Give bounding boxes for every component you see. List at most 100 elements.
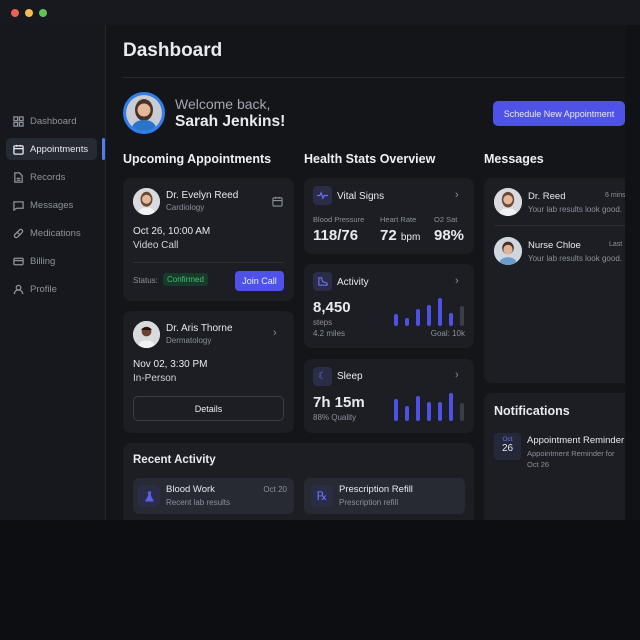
steps-value: 8,450 (313, 299, 351, 316)
activity-title: Blood Work (166, 484, 215, 495)
message-time: Last (609, 241, 623, 248)
user-avatar[interactable] (123, 92, 165, 134)
appointments-heading: Upcoming Appointments (123, 152, 272, 166)
pill-icon (13, 228, 24, 238)
document-icon (14, 171, 23, 183)
date-month: Oct (502, 436, 513, 443)
title-bar (0, 0, 640, 25)
join-call-button[interactable]: Join Call (235, 271, 284, 291)
rx-icon: ℞ (311, 485, 333, 507)
sidebar: Dashboard Appointments Records Messages … (0, 25, 106, 520)
chat-icon (13, 200, 24, 211)
metric-label: O2 Sat (434, 215, 458, 224)
metric-label: Heart Rate (380, 215, 417, 224)
doctor-name: Dr. Aris Thorne (166, 323, 233, 334)
chevron-right-icon[interactable]: › (455, 275, 459, 287)
chart-bar (438, 298, 442, 326)
appointment-type: Video Call (133, 240, 179, 251)
chart-bar (427, 305, 431, 326)
app-window: Dashboard Appointments Records Messages … (0, 0, 640, 520)
heart-rate-value: 72 (380, 227, 397, 244)
close-button[interactable] (11, 9, 19, 17)
notifications-heading: Notifications (494, 404, 570, 418)
chart-bar (449, 393, 453, 421)
sleep-quality: 88% Quality (313, 413, 357, 422)
credit-card-icon (13, 257, 24, 265)
appointment-datetime: Nov 02, 3:30 PM (133, 359, 208, 370)
message-preview: Your lab results look good. (528, 205, 622, 214)
card-title: Sleep (337, 371, 363, 382)
chart-bar (427, 402, 431, 421)
date-badge: Oct 26 (494, 433, 521, 460)
chart-bar (449, 313, 453, 326)
sleep-card[interactable]: ☾ Sleep › 7h 15m 88% Quality (304, 359, 474, 433)
divider (123, 77, 625, 78)
sidebar-item-messages[interactable]: Messages (6, 194, 97, 216)
sidebar-item-dashboard[interactable]: Dashboard (6, 110, 97, 132)
chart-bar (460, 306, 464, 326)
sidebar-item-profile[interactable]: Profile (6, 278, 97, 300)
appointment-card[interactable]: Dr. Aris Thorne Dermatology › Nov 02, 3:… (123, 311, 294, 433)
o2-sat-value: 98% (434, 227, 465, 244)
notifications-card: Notifications Oct 26 Appointment Reminde… (484, 393, 640, 520)
sidebar-item-records[interactable]: Records (6, 166, 97, 188)
shoe-icon (313, 272, 332, 291)
message-time: 6 mins (605, 192, 626, 199)
calendar-icon[interactable] (272, 196, 283, 207)
user-icon (13, 284, 24, 294)
notification-date: Oct 26 (527, 460, 550, 469)
message-preview: Your lab results look good. (528, 254, 622, 263)
chart-bar (460, 403, 464, 421)
divider (494, 225, 640, 226)
moon-icon: ☾ (313, 367, 332, 386)
chart-bar (416, 396, 420, 421)
vital-signs-card[interactable]: Vital Signs › Blood Pressure 118/76 Hear… (304, 178, 474, 254)
metric-label: Blood Pressure (313, 215, 365, 224)
activity-date: Oct 20 (263, 485, 287, 494)
activity-item[interactable]: ℞ Prescription Refill Prescription refil… (304, 478, 465, 514)
activity-item[interactable]: Blood Work Recent lab results Oct 20 (133, 478, 294, 514)
sender-avatar (494, 188, 522, 216)
steps-unit: steps (313, 318, 333, 327)
chart-bar (405, 406, 409, 421)
maximize-button[interactable] (39, 9, 47, 17)
doctor-specialty: Cardiology (166, 203, 205, 212)
chevron-right-icon[interactable]: › (273, 327, 277, 339)
sidebar-item-billing[interactable]: Billing (6, 250, 97, 272)
window-edge (625, 25, 640, 520)
active-indicator (102, 138, 105, 160)
doctor-specialty: Dermatology (166, 336, 212, 345)
welcome-text: Welcome back, (175, 96, 271, 112)
doctor-name: Dr. Evelyn Reed (166, 190, 239, 201)
chevron-right-icon[interactable]: › (455, 369, 459, 381)
goal-label: Goal: 10k (430, 329, 465, 338)
distance-value: 4.2 miles (313, 329, 346, 338)
doctor-avatar (133, 188, 160, 215)
chart-bar (394, 399, 398, 421)
flask-icon (138, 485, 160, 507)
status-label: Status: (133, 276, 158, 285)
messages-card: Dr. Reed 6 mins Your lab results look go… (484, 178, 640, 383)
health-heading: Health Stats Overview (304, 152, 436, 166)
details-button[interactable]: Details (133, 396, 284, 421)
doctor-avatar (133, 321, 160, 348)
schedule-appointment-button[interactable]: Schedule New Appointment (493, 101, 625, 126)
calendar-icon (13, 144, 24, 155)
chevron-right-icon[interactable]: › (455, 189, 459, 201)
activity-subtitle: Recent lab results (166, 498, 231, 507)
recent-activity-card: Recent Activity Blood Work Recent lab re… (123, 443, 474, 520)
minimize-button[interactable] (25, 9, 33, 17)
card-title: Vital Signs (337, 191, 385, 202)
heart-rate-unit: bpm (400, 232, 421, 243)
chart-bar (394, 314, 398, 326)
activity-card[interactable]: Activity › 8,450 steps 4.2 miles Goal: 1… (304, 264, 474, 348)
chart-bar (416, 309, 420, 326)
sender-avatar (494, 237, 522, 265)
chart-bar (405, 318, 409, 326)
appointment-datetime: Oct 26, 10:00 AM (133, 226, 211, 237)
sidebar-item-appointments[interactable]: Appointments (6, 138, 97, 160)
sidebar-item-medications[interactable]: Medications (6, 222, 97, 244)
notification-title[interactable]: Appointment Reminder (527, 435, 625, 446)
divider (133, 262, 284, 263)
appointment-card: Dr. Evelyn Reed Cardiology Oct 26, 10:00… (123, 178, 294, 301)
